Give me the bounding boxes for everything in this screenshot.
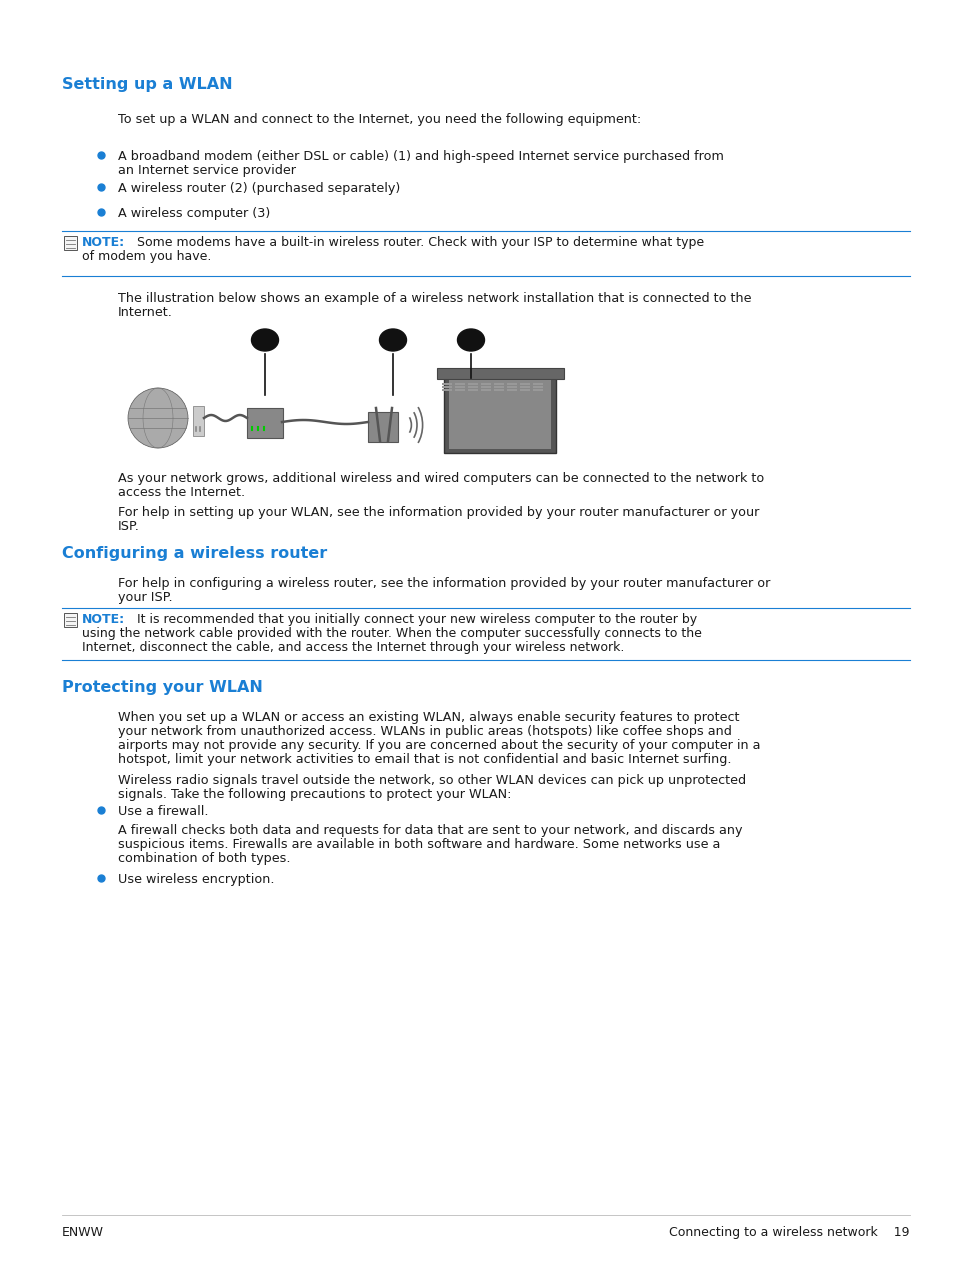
Bar [455, 389, 464, 391]
Bar [468, 389, 477, 391]
Text: When you set up a WLAN or access an existing WLAN, always enable security featur: When you set up a WLAN or access an exis… [118, 711, 739, 724]
Text: Some modems have a built-in wireless router. Check with your ISP to determine wh: Some modems have a built-in wireless rou… [125, 236, 703, 249]
FancyBboxPatch shape [247, 408, 283, 438]
Bar [449, 380, 551, 450]
Bar [468, 386, 477, 389]
Bar [193, 406, 204, 436]
Text: 3: 3 [466, 335, 476, 348]
Text: A broadband modem (either DSL or cable) ​(1)​ and high-speed Internet service pu: A broadband modem (either DSL or cable) … [118, 150, 723, 163]
Text: Configuring a wireless router: Configuring a wireless router [62, 546, 327, 561]
Text: As your network grows, additional wireless and wired computers can be connected : As your network grows, additional wirele… [118, 472, 763, 485]
Text: Wireless radio signals travel outside the network, so other WLAN devices can pic: Wireless radio signals travel outside th… [118, 773, 745, 787]
Bar [494, 389, 503, 391]
Ellipse shape [379, 329, 406, 351]
Text: NOTE:: NOTE: [82, 236, 125, 249]
Text: 2: 2 [388, 335, 397, 348]
Text: airports may not provide any security. If you are concerned about the security o: airports may not provide any security. I… [118, 739, 760, 752]
Text: For help in setting up your WLAN, see the information provided by your router ma: For help in setting up your WLAN, see th… [118, 505, 759, 519]
Bar [480, 389, 491, 391]
Text: ENWW: ENWW [62, 1226, 104, 1240]
Bar [468, 384, 477, 385]
FancyBboxPatch shape [64, 613, 77, 627]
Bar [506, 386, 517, 389]
Text: Internet.: Internet. [118, 306, 172, 319]
Bar [494, 386, 503, 389]
Text: an Internet service provider: an Internet service provider [118, 164, 295, 177]
Text: Internet, disconnect the cable, and access the Internet through your wireless ne: Internet, disconnect the cable, and acce… [82, 641, 623, 654]
FancyBboxPatch shape [368, 411, 397, 442]
Bar [441, 386, 452, 389]
Ellipse shape [252, 329, 278, 351]
Text: of modem you have.: of modem you have. [82, 250, 212, 263]
Bar [533, 389, 542, 391]
Bar [506, 389, 517, 391]
Text: A wireless computer ​(3): A wireless computer ​(3) [118, 207, 270, 220]
Text: NOTE:: NOTE: [82, 613, 125, 626]
Bar [441, 389, 452, 391]
Bar [494, 384, 503, 385]
Text: your network from unauthorized access. WLANs in public areas (hotspots) like cof: your network from unauthorized access. W… [118, 725, 731, 738]
Text: 1: 1 [260, 335, 270, 348]
Circle shape [128, 389, 188, 448]
Bar [519, 389, 530, 391]
Text: To set up a WLAN and connect to the Internet, you need the following equipment:: To set up a WLAN and connect to the Inte… [118, 113, 640, 126]
Bar [519, 386, 530, 389]
Bar [455, 386, 464, 389]
Bar [455, 384, 464, 385]
Text: For help in configuring a wireless router, see the information provided by your : For help in configuring a wireless route… [118, 577, 770, 591]
Text: hotspot, limit your network activities to email that is not confidential and bas: hotspot, limit your network activities t… [118, 753, 731, 766]
Text: signals. Take the following precautions to protect your WLAN:: signals. Take the following precautions … [118, 787, 511, 801]
FancyBboxPatch shape [64, 236, 77, 250]
Text: The illustration below shows an example of a wireless network installation that : The illustration below shows an example … [118, 292, 751, 305]
Text: Connecting to a wireless network    19: Connecting to a wireless network 19 [669, 1226, 909, 1240]
FancyBboxPatch shape [443, 376, 556, 453]
Bar [480, 386, 491, 389]
Text: Use wireless encryption.: Use wireless encryption. [118, 872, 274, 886]
Text: A wireless router ​(2)​ (purchased separately): A wireless router ​(2)​ (purchased separ… [118, 182, 400, 196]
Text: A firewall checks both data and requests for data that are sent to your network,: A firewall checks both data and requests… [118, 824, 741, 837]
Text: It is recommended that you initially connect your new wireless computer to the r: It is recommended that you initially con… [125, 613, 697, 626]
Bar [480, 384, 491, 385]
Text: access the Internet.: access the Internet. [118, 486, 245, 499]
Bar [519, 384, 530, 385]
Text: using the network cable provided with the router. When the computer successfully: using the network cable provided with th… [82, 627, 701, 640]
Text: your ISP.: your ISP. [118, 591, 172, 605]
Text: combination of both types.: combination of both types. [118, 852, 291, 865]
FancyBboxPatch shape [437, 367, 564, 378]
Text: Setting up a WLAN: Setting up a WLAN [62, 77, 233, 91]
Ellipse shape [457, 329, 484, 351]
Text: ISP.: ISP. [118, 519, 140, 533]
Bar [506, 384, 517, 385]
Text: suspicious items. Firewalls are available in both software and hardware. Some ne: suspicious items. Firewalls are availabl… [118, 838, 720, 851]
Bar [533, 384, 542, 385]
Bar [441, 384, 452, 385]
Bar [533, 386, 542, 389]
Text: Protecting your WLAN: Protecting your WLAN [62, 679, 263, 695]
Text: Use a firewall.: Use a firewall. [118, 805, 209, 818]
